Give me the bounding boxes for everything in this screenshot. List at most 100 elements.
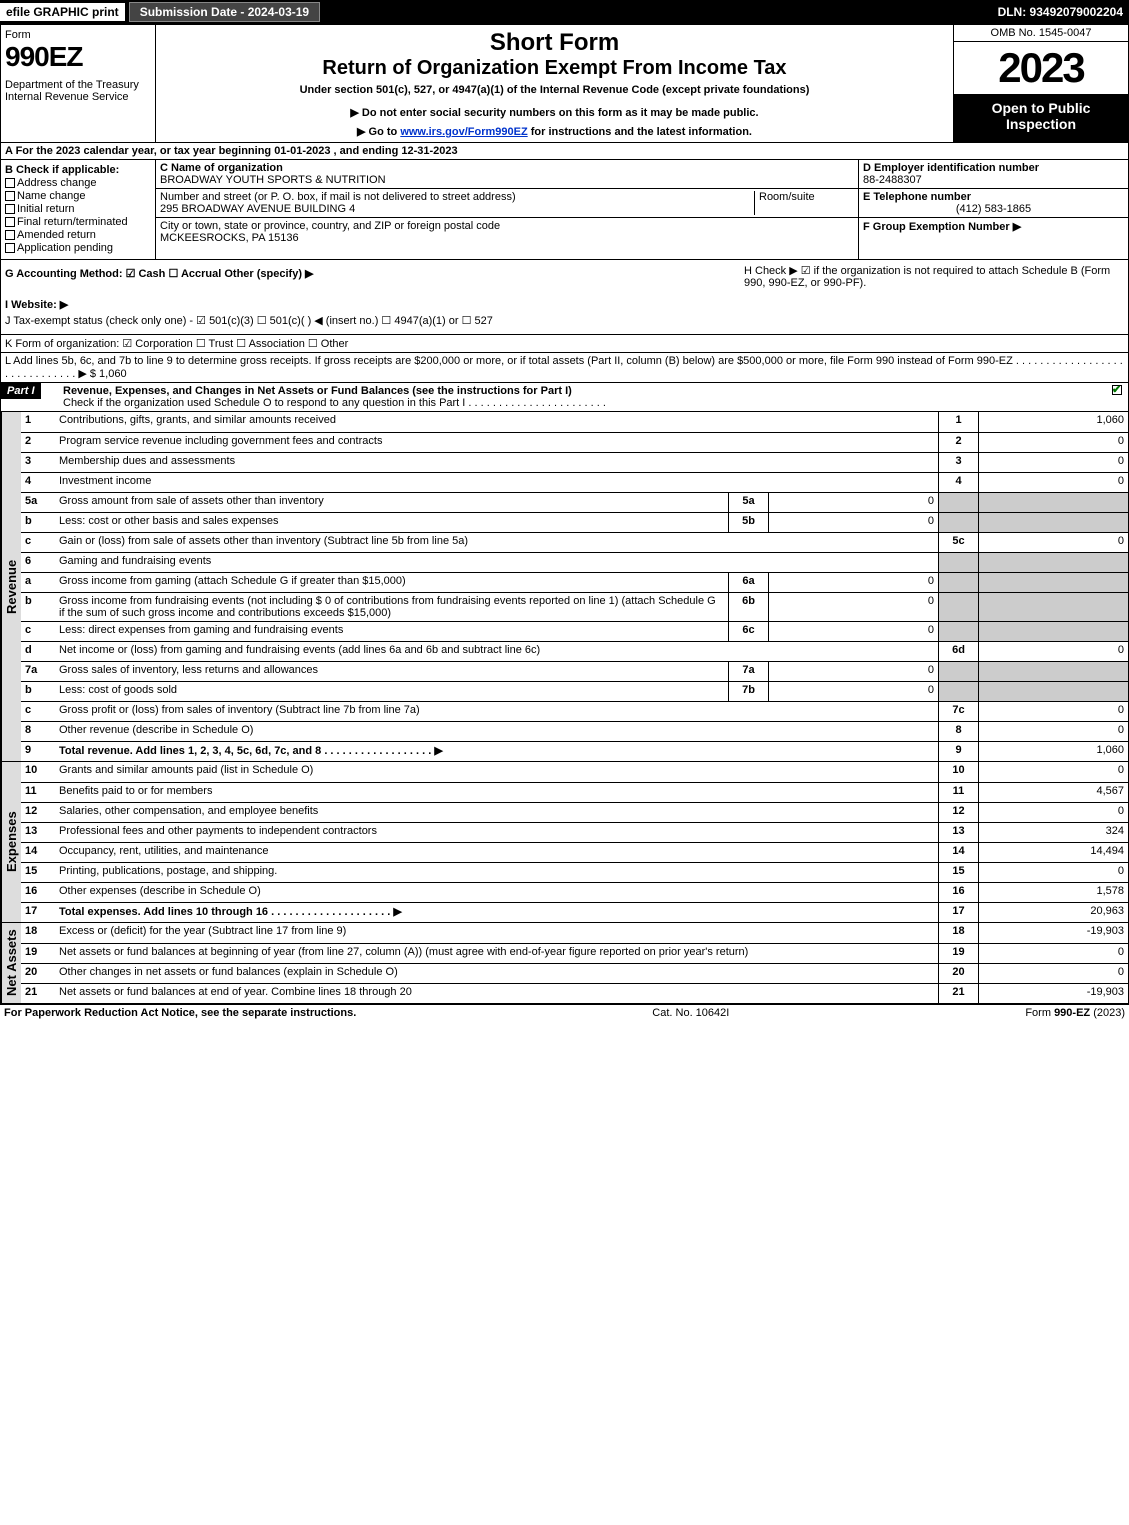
val-16: 1,578 bbox=[978, 883, 1128, 902]
val-2: 0 bbox=[978, 433, 1128, 452]
val-10: 0 bbox=[978, 762, 1128, 782]
footer-right: Form Form 990-EZ (2023)990-EZ (2023) bbox=[1025, 1007, 1125, 1019]
val-12: 0 bbox=[978, 803, 1128, 822]
val-5c: 0 bbox=[978, 533, 1128, 552]
val-6a: 0 bbox=[768, 573, 938, 592]
line-13: Professional fees and other payments to … bbox=[55, 823, 938, 842]
under-section: Under section 501(c), 527, or 4947(a)(1)… bbox=[160, 84, 949, 96]
org-street: 295 BROADWAY AVENUE BUILDING 4 bbox=[160, 203, 754, 215]
val-17: 20,963 bbox=[978, 903, 1128, 922]
line-7c: Gross profit or (loss) from sales of inv… bbox=[55, 702, 938, 721]
line-14: Occupancy, rent, utilities, and maintena… bbox=[55, 843, 938, 862]
header-left: Form 990EZ Department of the Treasury In… bbox=[1, 25, 156, 142]
line-5b: Less: cost or other basis and sales expe… bbox=[55, 513, 728, 532]
goto-pre: ▶ Go to bbox=[357, 126, 400, 138]
col-b: B Check if applicable: Address change Na… bbox=[1, 160, 156, 259]
part1-sub: Check if the organization used Schedule … bbox=[63, 397, 606, 409]
open-inspection: Open to Public Inspection bbox=[954, 94, 1128, 142]
chk-pending[interactable]: Application pending bbox=[5, 242, 151, 254]
col-c: C Name of organization BROADWAY YOUTH SP… bbox=[156, 160, 858, 259]
c-city-row: City or town, state or province, country… bbox=[156, 218, 858, 259]
chk-final[interactable]: Final return/terminated bbox=[5, 216, 151, 228]
f-row: F Group Exemption Number ▶ bbox=[859, 218, 1128, 259]
goto-line: ▶ Go to www.irs.gov/Form990EZ for instru… bbox=[160, 125, 949, 138]
return-title: Return of Organization Exempt From Incom… bbox=[160, 57, 949, 80]
val-8: 0 bbox=[978, 722, 1128, 741]
chk-initial[interactable]: Initial return bbox=[5, 203, 151, 215]
dept-label: Department of the Treasury Internal Reve… bbox=[5, 79, 151, 103]
header-right: OMB No. 1545-0047 2023 Open to Public In… bbox=[953, 25, 1128, 142]
line-6b: Gross income from fundraising events (no… bbox=[55, 593, 728, 621]
line-6: Gaming and fundraising events bbox=[55, 553, 938, 572]
val-13: 324 bbox=[978, 823, 1128, 842]
c-name-lab: C Name of organization bbox=[160, 162, 386, 174]
chk-amended[interactable]: Amended return bbox=[5, 229, 151, 241]
tax-year: 2023 bbox=[954, 42, 1128, 94]
header-mid: Short Form Return of Organization Exempt… bbox=[156, 25, 953, 142]
revenue-side-label: Revenue bbox=[1, 412, 21, 761]
line-19: Net assets or fund balances at beginning… bbox=[55, 944, 938, 963]
line-2: Program service revenue including govern… bbox=[55, 433, 938, 452]
val-14: 14,494 bbox=[978, 843, 1128, 862]
val-1: 1,060 bbox=[978, 412, 1128, 432]
val-3: 0 bbox=[978, 453, 1128, 472]
line-15: Printing, publications, postage, and shi… bbox=[55, 863, 938, 882]
part1-check[interactable] bbox=[1112, 385, 1122, 395]
b-label: B Check if applicable: bbox=[5, 164, 151, 176]
chk-name[interactable]: Name change bbox=[5, 190, 151, 202]
form-label: Form bbox=[5, 29, 151, 41]
val-6c: 0 bbox=[768, 622, 938, 641]
org-name: BROADWAY YOUTH SPORTS & NUTRITION bbox=[160, 174, 386, 186]
line-9: Total revenue. Add lines 1, 2, 3, 4, 5c,… bbox=[55, 742, 938, 761]
val-18: -19,903 bbox=[978, 923, 1128, 943]
line-16: Other expenses (describe in Schedule O) bbox=[55, 883, 938, 902]
form-header: Form 990EZ Department of the Treasury In… bbox=[0, 24, 1129, 143]
c-street-lab: Number and street (or P. O. box, if mail… bbox=[160, 191, 516, 203]
part1-header: Part I Revenue, Expenses, and Changes in… bbox=[0, 383, 1129, 412]
val-9: 1,060 bbox=[978, 742, 1128, 761]
line-5c: Gain or (loss) from sale of assets other… bbox=[55, 533, 938, 552]
val-6b: 0 bbox=[768, 593, 938, 621]
netassets-side-label: Net Assets bbox=[1, 923, 21, 1003]
line-1: Contributions, gifts, grants, and simila… bbox=[55, 412, 938, 432]
j-line: J Tax-exempt status (check only one) - ☑… bbox=[5, 314, 1124, 327]
line-11: Benefits paid to or for members bbox=[55, 783, 938, 802]
line-12: Salaries, other compensation, and employ… bbox=[55, 803, 938, 822]
part1-title: Revenue, Expenses, and Changes in Net As… bbox=[63, 385, 572, 397]
irs-link[interactable]: www.irs.gov/Form990EZ bbox=[400, 126, 527, 138]
line-6c: Less: direct expenses from gaming and fu… bbox=[55, 622, 728, 641]
block-bc-def: B Check if applicable: Address change Na… bbox=[0, 160, 1129, 260]
val-7a: 0 bbox=[768, 662, 938, 681]
l-line: L Add lines 5b, 6c, and 7b to line 9 to … bbox=[0, 353, 1129, 383]
part1-label: Part I bbox=[1, 383, 41, 399]
line-a-text: A For the 2023 calendar year, or tax yea… bbox=[5, 145, 458, 157]
submission-date: Submission Date - 2024-03-19 bbox=[129, 2, 320, 22]
org-city: MCKEESROCKS, PA 15136 bbox=[160, 232, 500, 244]
line-4: Investment income bbox=[55, 473, 938, 492]
goto-post: for instructions and the latest informat… bbox=[528, 126, 752, 138]
line-21: Net assets or fund balances at end of ye… bbox=[55, 984, 938, 1003]
chk-address[interactable]: Address change bbox=[5, 177, 151, 189]
line-a: A For the 2023 calendar year, or tax yea… bbox=[0, 143, 1129, 160]
expenses-table: Expenses 10Grants and similar amounts pa… bbox=[0, 762, 1129, 923]
footer-center: Cat. No. 10642I bbox=[356, 1007, 1025, 1019]
line-17: Total expenses. Add lines 10 through 16 … bbox=[55, 903, 938, 922]
efile-label[interactable]: efile GRAPHIC print bbox=[0, 3, 125, 21]
val-15: 0 bbox=[978, 863, 1128, 882]
page-footer: For Paperwork Reduction Act Notice, see … bbox=[0, 1004, 1129, 1021]
form-number: 990EZ bbox=[5, 41, 151, 73]
netassets-table: Net Assets 18Excess or (deficit) for the… bbox=[0, 923, 1129, 1004]
col-def: D Employer identification number 88-2488… bbox=[858, 160, 1128, 259]
line-20: Other changes in net assets or fund bala… bbox=[55, 964, 938, 983]
val-5a: 0 bbox=[768, 493, 938, 512]
val-19: 0 bbox=[978, 944, 1128, 963]
revenue-table: Revenue 1Contributions, gifts, grants, a… bbox=[0, 412, 1129, 762]
omb-number: OMB No. 1545-0047 bbox=[954, 25, 1128, 42]
line-3: Membership dues and assessments bbox=[55, 453, 938, 472]
line-6d: Net income or (loss) from gaming and fun… bbox=[55, 642, 938, 661]
ghi-block: H Check ▶ ☑ if the organization is not r… bbox=[0, 260, 1129, 335]
room-lab: Room/suite bbox=[759, 191, 854, 203]
c-city-lab: City or town, state or province, country… bbox=[160, 220, 500, 232]
val-7b: 0 bbox=[768, 682, 938, 701]
k-line: K Form of organization: ☑ Corporation ☐ … bbox=[0, 335, 1129, 353]
